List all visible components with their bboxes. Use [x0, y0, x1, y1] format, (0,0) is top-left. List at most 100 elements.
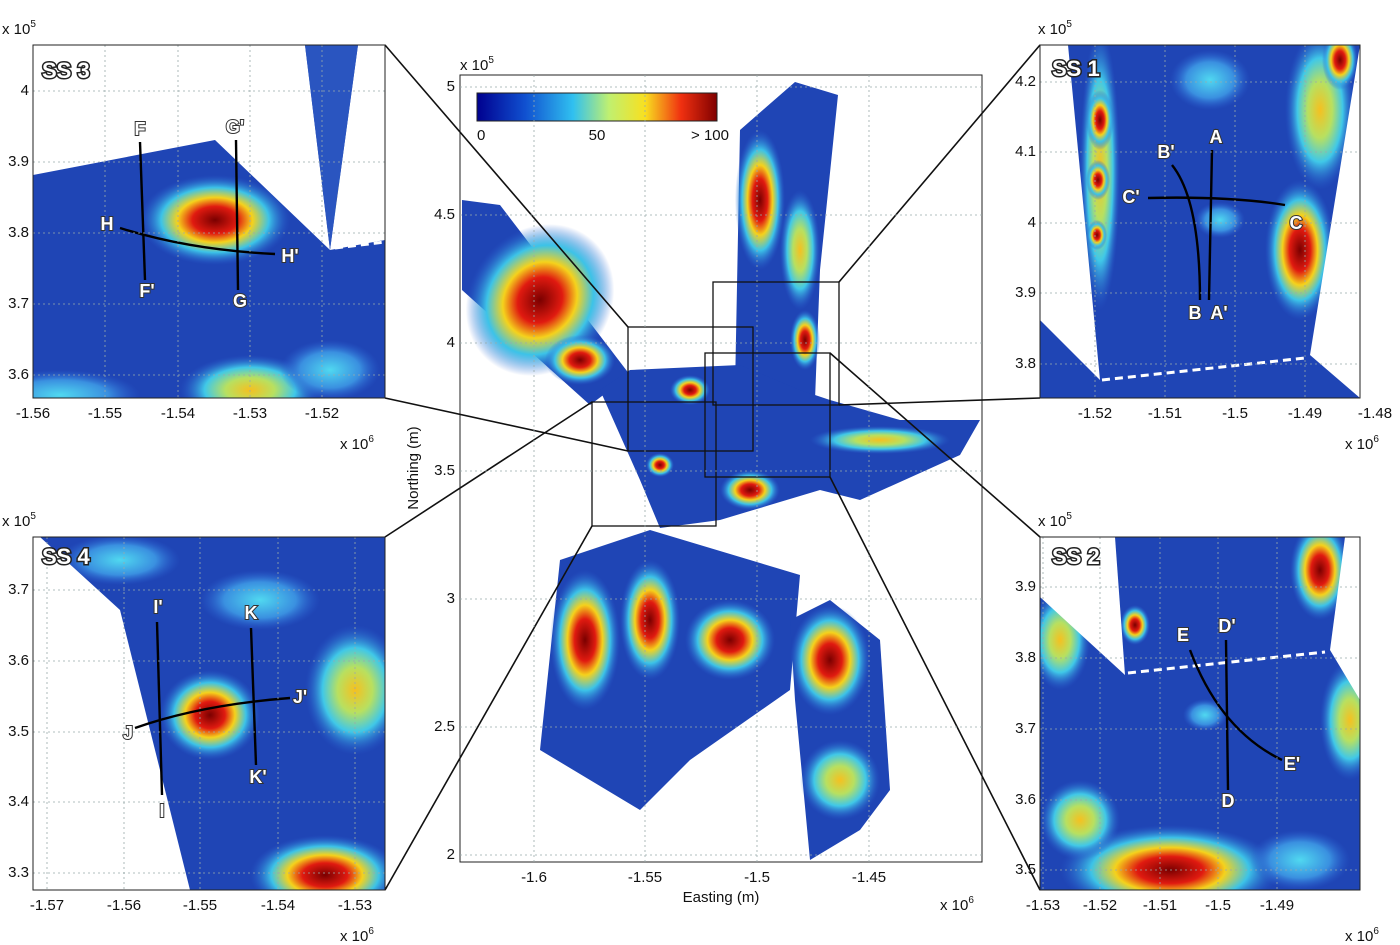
- y-tick-label: 4: [447, 334, 455, 351]
- x-tick-label: -1.49: [1288, 405, 1322, 422]
- axis-exponent: x 106: [940, 895, 974, 914]
- exponent-power: 5: [1066, 511, 1072, 522]
- exponent-power: 6: [368, 926, 374, 937]
- axis-exponent: x 106: [340, 434, 374, 453]
- profile-label: C: [1290, 213, 1303, 233]
- y-tick-label: 3.4: [8, 793, 29, 810]
- panel-frame: [1039, 536, 1361, 891]
- x-tick-label: -1.5: [1205, 897, 1231, 914]
- profile-label: F': [139, 281, 154, 301]
- x-tick-label: -1.55: [628, 869, 662, 886]
- y-tick-label: 3.7: [1015, 720, 1036, 737]
- ss2-map: [1040, 537, 1360, 890]
- y-tick-label: 3.6: [8, 366, 29, 383]
- x-tick-label: -1.48: [1358, 405, 1392, 422]
- profile-label: G: [233, 291, 247, 311]
- x-tick-label: -1.56: [16, 405, 50, 422]
- y-tick-label: 3.7: [8, 295, 29, 312]
- exponent-base: x 10: [340, 436, 368, 453]
- axis-exponent: x 105: [460, 55, 494, 74]
- profile-label: B': [1157, 142, 1174, 162]
- axis-exponent: x 105: [1038, 19, 1072, 38]
- y-tick-label: 2.5: [434, 718, 455, 735]
- y-tick-label: 3.5: [1015, 861, 1036, 878]
- profile-label: A: [1210, 127, 1223, 147]
- exponent-power: 6: [368, 434, 374, 445]
- exponent-base: x 10: [1345, 928, 1373, 945]
- panel-title: SS 4: [42, 544, 90, 569]
- y-tick-label: 3.7: [8, 581, 29, 598]
- colorbar-label: 0: [477, 127, 485, 144]
- profile-label: I: [159, 801, 164, 821]
- y-tick-label: 3.8: [1015, 355, 1036, 372]
- y-tick-label: 3.8: [8, 224, 29, 241]
- x-tick-label: -1.6: [521, 869, 547, 886]
- axis-exponent: x 105: [2, 19, 36, 38]
- y-tick-label: 4: [21, 82, 29, 99]
- exponent-power: 6: [1373, 434, 1379, 445]
- x-tick-label: -1.5: [744, 869, 770, 886]
- panel-frame: [1039, 44, 1361, 399]
- y-axis-label: Northing (m): [405, 426, 422, 509]
- x-tick-label: -1.51: [1143, 897, 1177, 914]
- axis-exponent: x 105: [2, 511, 36, 530]
- exponent-power: 5: [30, 19, 36, 30]
- exponent-power: 6: [1373, 926, 1379, 937]
- axis-exponent: x 105: [1038, 511, 1072, 530]
- profile-label: G': [226, 117, 244, 137]
- profile-label: F: [135, 119, 146, 139]
- connectors: [384, 44, 1041, 891]
- y-tick-label: 2: [447, 846, 455, 863]
- exponent-power: 5: [488, 55, 494, 66]
- profile-label: C': [1122, 187, 1139, 207]
- panel-title: SS 1: [1052, 56, 1100, 81]
- x-tick-label: -1.53: [1026, 897, 1060, 914]
- y-tick-label: 3.5: [434, 462, 455, 479]
- exponent-power: 5: [30, 511, 36, 522]
- y-tick-label: 3.8: [1015, 649, 1036, 666]
- profile-label: H': [281, 246, 298, 266]
- x-tick-label: -1.51: [1148, 405, 1182, 422]
- profile-label: K: [245, 603, 258, 623]
- y-tick-label: 3.3: [8, 864, 29, 881]
- ss3-map: [33, 45, 385, 398]
- axis-exponent: x 106: [1345, 926, 1379, 945]
- y-tick-label: 4.2: [1015, 73, 1036, 90]
- x-tick-label: -1.55: [88, 405, 122, 422]
- y-tick-label: 3.5: [8, 723, 29, 740]
- y-tick-label: 3.9: [1015, 578, 1036, 595]
- profile-label: D': [1218, 616, 1235, 636]
- panel-title: SS 2: [1052, 544, 1100, 569]
- x-tick-label: -1.5: [1222, 405, 1248, 422]
- profile-label: E': [1284, 754, 1300, 774]
- x-tick-label: -1.52: [1078, 405, 1112, 422]
- panel-title: SS 3: [42, 58, 90, 83]
- panel-frame: [32, 536, 386, 891]
- y-tick-label: 3.6: [8, 652, 29, 669]
- panel-frame: [32, 44, 386, 399]
- x-tick-label: -1.45: [852, 869, 886, 886]
- x-tick-label: -1.54: [261, 897, 295, 914]
- y-tick-label: 3.9: [1015, 284, 1036, 301]
- profile-label: B: [1189, 303, 1202, 323]
- y-tick-label: 4: [1028, 214, 1036, 231]
- y-tick-label: 5: [447, 78, 455, 95]
- colorbar-label: 50: [589, 127, 606, 144]
- exponent-base: x 10: [2, 513, 30, 530]
- x-axis-label: Easting (m): [683, 889, 760, 906]
- exponent-power: 5: [1066, 19, 1072, 30]
- profile-lines: [119, 139, 1286, 796]
- colorbar-label: > 100: [691, 127, 729, 144]
- x-tick-label: -1.54: [161, 405, 195, 422]
- y-tick-label: 4.5: [434, 206, 455, 223]
- exponent-base: x 10: [2, 21, 30, 38]
- exponent-power: 6: [968, 895, 974, 906]
- exponent-base: x 10: [460, 57, 488, 74]
- profile-label: E: [1177, 625, 1189, 645]
- exponent-base: x 10: [1038, 21, 1066, 38]
- x-tick-label: -1.52: [1083, 897, 1117, 914]
- ss1-map: [1040, 45, 1360, 398]
- axis-exponent: x 106: [1345, 434, 1379, 453]
- profile-label: K': [249, 767, 266, 787]
